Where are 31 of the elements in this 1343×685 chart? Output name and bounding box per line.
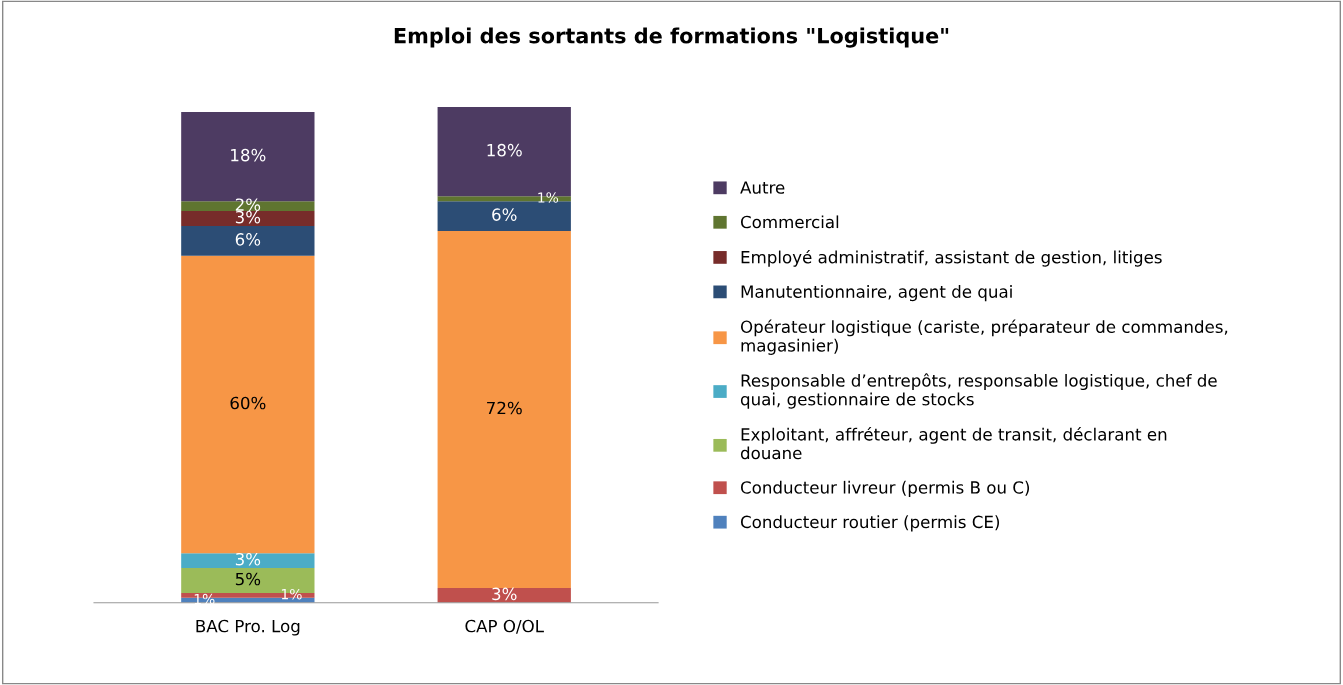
data-label: 3%: [492, 587, 517, 601]
legend-label: Conducteur livreur (permis B ou C): [740, 480, 1030, 497]
data-label: 18%: [487, 143, 522, 157]
bar: [437, 587, 571, 603]
legend-label: Opérateur logistique (cariste, préparateur de commandes, magasinier): [740, 319, 1228, 355]
data-label: 6%: [235, 233, 261, 246]
data-label: 3%: [235, 552, 261, 566]
chart-title: Emploi des sortants de formations "Logistique": [394, 27, 949, 48]
data-label: 60%: [230, 396, 266, 410]
bar: [437, 230, 571, 588]
legend-label: Autre: [740, 181, 785, 194]
x-tick-label: BAC Pro. Log: [196, 619, 300, 636]
x-tick-label: CAP O/OL: [465, 619, 544, 634]
data-label: 5%: [235, 572, 261, 586]
data-label: 1%: [538, 192, 559, 203]
legend-label: Responsable d’entrepôts, responsable logistique, chef de quai, gestionnaire de stocks: [740, 373, 1217, 409]
data-label: 18%: [231, 148, 266, 162]
data-label: 3%: [235, 210, 261, 224]
bar: [181, 553, 315, 569]
legend-label: Conducteur routier (permis CE): [740, 515, 1000, 532]
legend-label: Employé administratif, assistant de gestion, litiges: [741, 249, 1162, 267]
bar: [181, 255, 315, 554]
data-label: 6%: [492, 208, 517, 221]
legend-label: Commercial: [740, 215, 839, 229]
data-label: 72%: [487, 401, 522, 415]
bar: [437, 201, 571, 231]
bar: [181, 225, 315, 256]
legend-label: Exploitant, affréteur, agent de transit, déclarant en douane: [740, 427, 1167, 460]
bar: [181, 211, 315, 226]
data-label: 2%: [235, 198, 261, 211]
legend-label: Manutentionnaire, agent de quai: [741, 285, 1012, 302]
